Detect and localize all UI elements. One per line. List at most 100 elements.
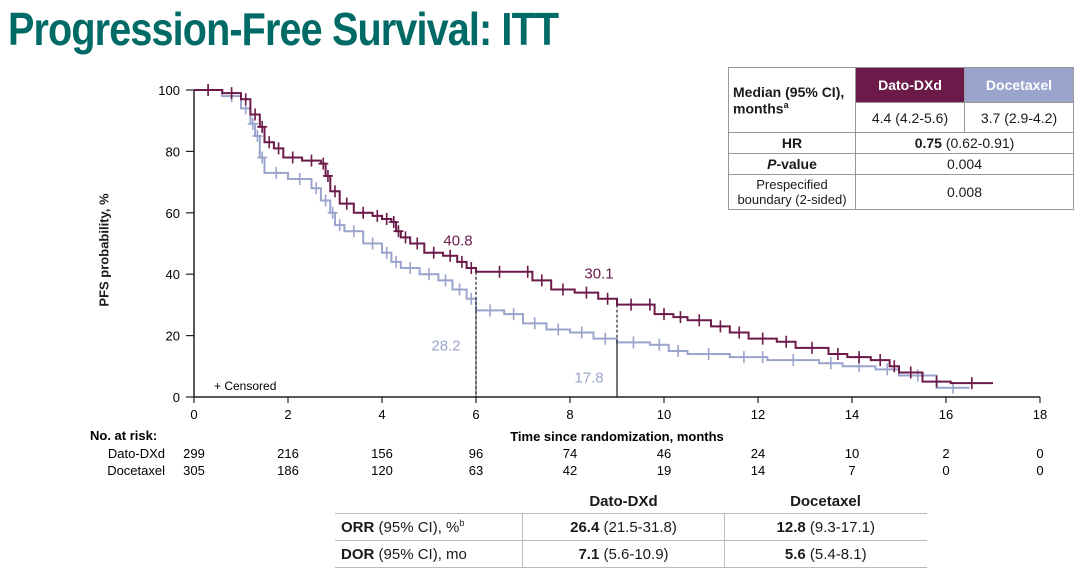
p-label: P-value <box>728 153 856 175</box>
risk-value: 96 <box>469 446 483 461</box>
censor-mark <box>250 108 261 121</box>
censor-mark <box>273 142 284 155</box>
x-tick-label: 10 <box>657 407 671 422</box>
censor-mark <box>626 298 637 311</box>
risk-value: 0 <box>1036 446 1043 461</box>
labels: 28.2 17.8 40.8 30.1 No. at risk: Dato-DXd 299 2… <box>90 233 1044 478</box>
censor-mark <box>388 216 399 229</box>
censor-mark <box>703 348 714 361</box>
censor-mark <box>807 341 818 354</box>
axes: 0 2 4 6 8 10 12 14 16 18 0 20 40 60 80 100 Time since ra… <box>158 83 1047 444</box>
censor-mark <box>738 351 749 364</box>
censor-mark <box>358 206 369 219</box>
boundary-value: 0.008 <box>855 174 1074 210</box>
censor-mark <box>905 366 916 379</box>
censor-mark <box>912 369 923 382</box>
resp-col-dato: Dato-DXd <box>589 492 658 510</box>
censor-mark <box>931 375 942 388</box>
censor-mark <box>875 354 886 367</box>
censor-mark <box>485 304 496 317</box>
risk-value: 24 <box>751 446 765 461</box>
censor-mark <box>602 292 613 305</box>
censor-mark <box>330 185 340 198</box>
risk-value: 0 <box>1036 463 1043 478</box>
y-tick-label: 20 <box>166 329 180 344</box>
median-label: Median (95% CI), monthsa <box>728 67 856 133</box>
risk-value: 10 <box>845 446 859 461</box>
x-tick-label: 2 <box>284 407 291 422</box>
censor-mark <box>529 317 540 330</box>
censor-mark <box>247 117 258 130</box>
censor-mark <box>825 357 836 370</box>
page-title: Progression-Free Survival: ITT <box>8 3 559 55</box>
censor-mark <box>294 173 305 186</box>
x-tick-label: 4 <box>378 407 385 422</box>
pfs-rate-label: 17.8 <box>574 369 603 386</box>
risk-value: 2 <box>942 446 949 461</box>
censor-mark <box>381 246 392 259</box>
x-tick-label: 0 <box>190 407 197 422</box>
risk-value: 42 <box>563 463 577 478</box>
response-table: Dato-DXd Docetaxel ORR (95% CI), %b 26.4… <box>335 489 927 568</box>
censor-mark <box>757 332 768 345</box>
censor-mark <box>889 360 900 373</box>
risk-value: 46 <box>657 446 671 461</box>
censor-mark <box>715 320 726 333</box>
censor-mark <box>494 265 505 278</box>
censor-mark <box>367 237 378 250</box>
x-tick-label: 14 <box>845 407 859 422</box>
censor-mark <box>372 209 383 222</box>
censor-mark <box>536 274 547 287</box>
y-tick-label: 100 <box>158 83 180 98</box>
censor-mark <box>675 311 686 324</box>
risk-row-label: Docetaxel <box>107 463 165 478</box>
censor-mark <box>628 336 639 349</box>
risk-value: 63 <box>469 463 483 478</box>
censor-mark <box>257 120 268 133</box>
censor-mark <box>788 354 799 367</box>
dor-dato: 7.1 (5.6-10.9) <box>522 540 725 568</box>
orr-dato: 26.4 (21.5-31.8) <box>522 513 725 541</box>
censor-mark <box>400 231 411 244</box>
censor-mark <box>240 93 251 106</box>
censor-mark <box>327 206 338 219</box>
censor-mark <box>781 335 792 348</box>
hr-value: 0.75 (0.62-0.91) <box>855 132 1074 154</box>
x-tick-label: 12 <box>751 407 765 422</box>
pfs-rate-label: 28.2 <box>431 337 460 354</box>
censor-mark <box>322 169 333 182</box>
censor-mark <box>320 194 331 207</box>
table-row: ORR (95% CI), %b 26.4 (21.5-31.8) 12.8 (… <box>335 513 927 541</box>
censor-mark <box>454 283 465 296</box>
censor-mark <box>381 212 392 225</box>
censor-mark <box>428 246 439 259</box>
resp-col-doce: Docetaxel <box>790 492 861 510</box>
risk-value: 14 <box>751 463 765 478</box>
censor-mark <box>393 225 404 238</box>
censor-mark <box>348 225 359 238</box>
curves <box>194 84 993 397</box>
risk-value: 0 <box>942 463 949 478</box>
censor-mark <box>306 154 317 167</box>
censor-mark <box>854 351 865 364</box>
censor-mark <box>456 255 467 268</box>
censor-mark <box>466 292 477 305</box>
censor-mark <box>445 249 456 262</box>
censor-mark <box>600 332 611 345</box>
risk-value: 7 <box>848 463 855 478</box>
dor-label: DOR (95% CI), mo <box>335 540 523 568</box>
x-tick-label: 6 <box>472 407 479 422</box>
censor-mark <box>832 348 843 361</box>
censor-mark <box>694 314 705 327</box>
censor-mark <box>226 87 237 100</box>
censor-mark <box>757 351 768 364</box>
censor-mark <box>341 197 352 210</box>
censor-mark <box>271 166 282 179</box>
censor-mark <box>673 344 684 357</box>
x-tick-label: 18 <box>1033 407 1047 422</box>
dor-doce: 5.6 (5.4-8.1) <box>724 540 927 568</box>
censor-mark <box>318 157 329 170</box>
censor-mark <box>466 262 477 275</box>
risk-value: 186 <box>277 463 299 478</box>
orr-doce: 12.8 (9.3-17.1) <box>724 513 927 541</box>
